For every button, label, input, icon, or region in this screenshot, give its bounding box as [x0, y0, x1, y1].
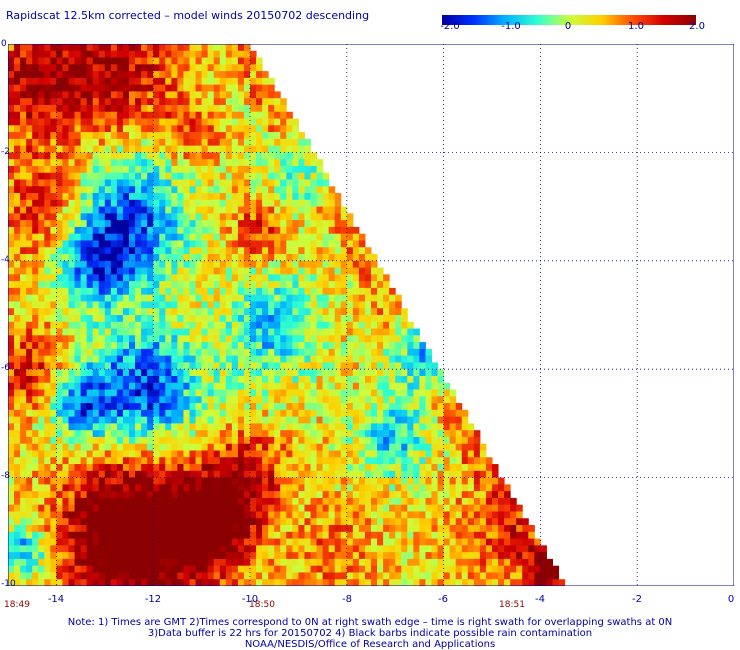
time-label-3: 18:51 [499, 600, 525, 610]
footnote-line-1: Note: 1) Times are GMT 2)Times correspon… [67, 617, 673, 628]
lat-tick-2: -2 [1, 147, 10, 157]
lat-tick-10: -10 [1, 579, 16, 589]
lon-tick-12: -12 [144, 594, 162, 605]
colorbar-label-zero: 0 [564, 21, 572, 32]
colorbar-gradient [442, 15, 696, 25]
lat-tick-0: 0 [1, 39, 7, 49]
lon-tick-14: -14 [47, 594, 65, 605]
swath-data-cells [8, 44, 566, 586]
map-title: Rapidscat 12.5km corrected – model winds… [6, 9, 370, 22]
wind-difference-map [8, 44, 734, 586]
lat-tick-6: -6 [1, 363, 10, 373]
colorbar-label-pos1: 1.0 [628, 21, 644, 32]
colorbar-label-max: 2.0 [689, 21, 705, 32]
footnote-line-3: NOAA/NESDIS/Office of Research and Appli… [244, 639, 496, 650]
colorbar-label-neg1: -1.0 [501, 21, 521, 32]
colorbar-label-min: -2.0 [440, 21, 460, 32]
lat-tick-4: -4 [1, 255, 10, 265]
lon-tick-0: 0 [727, 594, 735, 605]
lat-lon-grid [8, 44, 734, 586]
footnote-line-2: 3)Data buffer is 22 hrs for 20150702 4) … [147, 628, 593, 639]
lon-tick-10: -10 [241, 594, 259, 605]
time-label-1: 18:49 [4, 600, 30, 610]
lat-tick-8: -8 [1, 471, 10, 481]
lon-tick-4: -4 [535, 594, 545, 605]
time-label-2: 18:50 [249, 600, 275, 610]
colorbar [442, 10, 696, 25]
lon-tick-8: -8 [342, 594, 352, 605]
lon-tick-6: -6 [438, 594, 448, 605]
lon-tick-2: -2 [632, 594, 642, 605]
